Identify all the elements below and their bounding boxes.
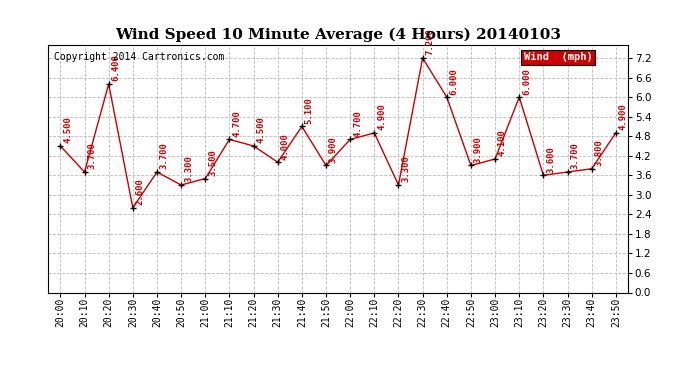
Text: 4.700: 4.700 (353, 110, 362, 137)
Text: 2.600: 2.600 (136, 178, 145, 205)
Text: 4.700: 4.700 (233, 110, 241, 137)
Text: 3.700: 3.700 (88, 142, 97, 170)
Text: 6.400: 6.400 (112, 55, 121, 81)
Text: 3.900: 3.900 (474, 136, 483, 163)
Text: 6.000: 6.000 (450, 68, 459, 94)
Text: 3.300: 3.300 (402, 156, 411, 182)
Text: 4.900: 4.900 (619, 104, 628, 130)
Text: 3.700: 3.700 (160, 142, 169, 170)
Text: 3.600: 3.600 (546, 146, 555, 172)
Title: Wind Speed 10 Minute Average (4 Hours) 20140103: Wind Speed 10 Minute Average (4 Hours) 2… (115, 28, 561, 42)
Text: 3.500: 3.500 (208, 149, 217, 176)
Text: 5.100: 5.100 (305, 97, 314, 124)
Text: 6.000: 6.000 (522, 68, 531, 94)
Text: 3.700: 3.700 (571, 142, 580, 170)
Text: 4.500: 4.500 (257, 117, 266, 143)
Text: 4.100: 4.100 (498, 129, 507, 156)
Text: Wind  (mph): Wind (mph) (524, 53, 593, 63)
Text: 3.300: 3.300 (184, 156, 193, 182)
Text: 3.800: 3.800 (595, 139, 604, 166)
Text: 3.900: 3.900 (329, 136, 338, 163)
Text: 7.200: 7.200 (426, 28, 435, 56)
Text: Copyright 2014 Cartronics.com: Copyright 2014 Cartronics.com (54, 53, 224, 62)
Text: 4.500: 4.500 (63, 117, 72, 143)
Text: 4.900: 4.900 (377, 104, 386, 130)
Text: 4.000: 4.000 (281, 133, 290, 160)
